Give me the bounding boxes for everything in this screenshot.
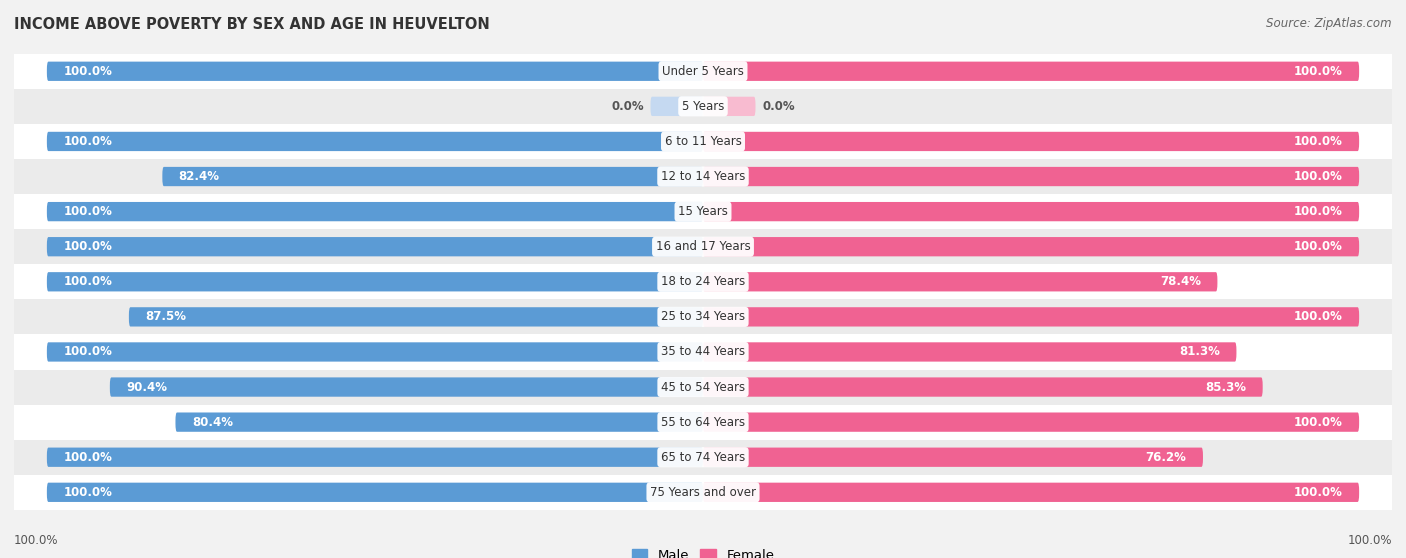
Bar: [14, 194, 1392, 229]
FancyBboxPatch shape: [703, 97, 755, 116]
Text: 100.0%: 100.0%: [1294, 486, 1343, 499]
Text: 100.0%: 100.0%: [1294, 65, 1343, 78]
FancyBboxPatch shape: [703, 483, 1360, 502]
FancyBboxPatch shape: [46, 483, 703, 502]
Text: 82.4%: 82.4%: [179, 170, 219, 183]
Text: 65 to 74 Years: 65 to 74 Years: [661, 451, 745, 464]
Bar: [14, 299, 1392, 334]
FancyBboxPatch shape: [46, 272, 703, 291]
Text: 0.0%: 0.0%: [762, 100, 794, 113]
Text: Under 5 Years: Under 5 Years: [662, 65, 744, 78]
Text: INCOME ABOVE POVERTY BY SEX AND AGE IN HEUVELTON: INCOME ABOVE POVERTY BY SEX AND AGE IN H…: [14, 17, 489, 32]
Bar: [14, 159, 1392, 194]
FancyBboxPatch shape: [129, 307, 703, 326]
Text: 76.2%: 76.2%: [1146, 451, 1187, 464]
Text: 100.0%: 100.0%: [63, 205, 112, 218]
Text: 81.3%: 81.3%: [1180, 345, 1220, 358]
Text: 100.0%: 100.0%: [63, 135, 112, 148]
Bar: [14, 440, 1392, 475]
FancyBboxPatch shape: [46, 202, 703, 222]
Text: 87.5%: 87.5%: [145, 310, 186, 324]
Text: 85.3%: 85.3%: [1205, 381, 1246, 393]
Text: 90.4%: 90.4%: [127, 381, 167, 393]
Text: 78.4%: 78.4%: [1160, 275, 1201, 288]
Text: 6 to 11 Years: 6 to 11 Years: [665, 135, 741, 148]
Text: 100.0%: 100.0%: [1294, 205, 1343, 218]
Text: 100.0%: 100.0%: [1294, 310, 1343, 324]
Bar: [14, 89, 1392, 124]
Text: 100.0%: 100.0%: [1347, 534, 1392, 547]
FancyBboxPatch shape: [703, 377, 1263, 397]
Bar: [14, 369, 1392, 405]
Text: 5 Years: 5 Years: [682, 100, 724, 113]
Text: 16 and 17 Years: 16 and 17 Years: [655, 240, 751, 253]
Text: 100.0%: 100.0%: [63, 275, 112, 288]
Text: 75 Years and over: 75 Years and over: [650, 486, 756, 499]
Text: 25 to 34 Years: 25 to 34 Years: [661, 310, 745, 324]
Text: 100.0%: 100.0%: [1294, 170, 1343, 183]
Text: 100.0%: 100.0%: [14, 534, 59, 547]
FancyBboxPatch shape: [46, 61, 703, 81]
Text: 55 to 64 Years: 55 to 64 Years: [661, 416, 745, 429]
FancyBboxPatch shape: [110, 377, 703, 397]
FancyBboxPatch shape: [703, 272, 1218, 291]
Bar: [14, 405, 1392, 440]
FancyBboxPatch shape: [703, 237, 1360, 256]
FancyBboxPatch shape: [703, 342, 1236, 362]
Text: 18 to 24 Years: 18 to 24 Years: [661, 275, 745, 288]
Text: Source: ZipAtlas.com: Source: ZipAtlas.com: [1267, 17, 1392, 30]
Text: 100.0%: 100.0%: [1294, 135, 1343, 148]
Text: 100.0%: 100.0%: [63, 486, 112, 499]
Text: 100.0%: 100.0%: [63, 240, 112, 253]
Bar: [14, 264, 1392, 299]
Bar: [14, 124, 1392, 159]
FancyBboxPatch shape: [703, 61, 1360, 81]
Bar: [14, 475, 1392, 510]
FancyBboxPatch shape: [176, 412, 703, 432]
FancyBboxPatch shape: [46, 237, 703, 256]
FancyBboxPatch shape: [651, 97, 703, 116]
Text: 100.0%: 100.0%: [1294, 240, 1343, 253]
FancyBboxPatch shape: [703, 132, 1360, 151]
Legend: Male, Female: Male, Female: [626, 543, 780, 558]
Text: 0.0%: 0.0%: [612, 100, 644, 113]
Bar: [14, 54, 1392, 89]
FancyBboxPatch shape: [703, 202, 1360, 222]
FancyBboxPatch shape: [703, 307, 1360, 326]
FancyBboxPatch shape: [46, 132, 703, 151]
Bar: [14, 229, 1392, 264]
FancyBboxPatch shape: [46, 448, 703, 467]
Text: 100.0%: 100.0%: [63, 345, 112, 358]
Bar: [14, 334, 1392, 369]
Text: 100.0%: 100.0%: [63, 451, 112, 464]
FancyBboxPatch shape: [703, 167, 1360, 186]
FancyBboxPatch shape: [46, 342, 703, 362]
Text: 35 to 44 Years: 35 to 44 Years: [661, 345, 745, 358]
Text: 100.0%: 100.0%: [63, 65, 112, 78]
Text: 45 to 54 Years: 45 to 54 Years: [661, 381, 745, 393]
FancyBboxPatch shape: [162, 167, 703, 186]
Text: 15 Years: 15 Years: [678, 205, 728, 218]
Text: 12 to 14 Years: 12 to 14 Years: [661, 170, 745, 183]
Text: 80.4%: 80.4%: [191, 416, 233, 429]
FancyBboxPatch shape: [703, 412, 1360, 432]
FancyBboxPatch shape: [703, 448, 1204, 467]
Text: 100.0%: 100.0%: [1294, 416, 1343, 429]
